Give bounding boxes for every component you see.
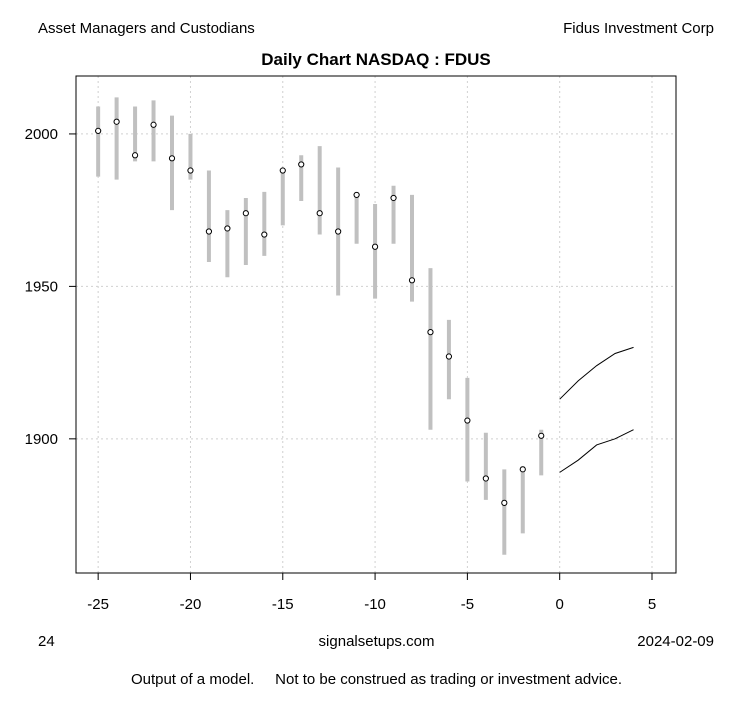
close-point bbox=[298, 161, 305, 168]
y-tick-label: 1900 bbox=[25, 431, 58, 448]
close-point bbox=[464, 417, 471, 424]
header-company: Fidus Investment Corp bbox=[563, 20, 714, 37]
close-point bbox=[113, 118, 120, 125]
close-point bbox=[335, 228, 342, 235]
close-point bbox=[353, 191, 360, 199]
close-point bbox=[371, 243, 379, 250]
close-point bbox=[408, 277, 416, 284]
close-point bbox=[482, 475, 489, 482]
close-point bbox=[538, 432, 545, 439]
close-point bbox=[316, 210, 323, 217]
close-point bbox=[131, 152, 139, 159]
marks bbox=[95, 97, 634, 555]
close-point bbox=[390, 194, 397, 202]
chart-title: Daily Chart NASDAQ : FDUS bbox=[261, 50, 491, 69]
forecast-lower-line bbox=[559, 429, 634, 473]
x-tick-label: -20 bbox=[180, 596, 202, 613]
close-point bbox=[168, 155, 176, 162]
y-tick-label: 2000 bbox=[25, 126, 58, 143]
close-point bbox=[150, 121, 157, 128]
header-sector: Asset Managers and Custodians bbox=[38, 20, 255, 37]
grid bbox=[76, 76, 676, 573]
axes: -25 -20 -15 -10 -5 0 5 1900 1950 2000 bbox=[25, 126, 657, 613]
close-point bbox=[261, 231, 268, 238]
y-tick-label: 1950 bbox=[25, 278, 58, 295]
forecast-upper-line bbox=[559, 346, 634, 400]
close-point bbox=[427, 329, 434, 336]
footer-date: 2024-02-09 bbox=[637, 633, 714, 650]
close-point bbox=[224, 225, 231, 232]
close-point bbox=[205, 228, 213, 235]
close-point bbox=[279, 167, 286, 174]
footer-count: 24 bbox=[38, 633, 55, 650]
close-point bbox=[519, 466, 526, 473]
x-tick-label: -10 bbox=[364, 596, 386, 613]
x-tick-label: 5 bbox=[648, 596, 656, 613]
footer-disclaimer: Output of a model. Not to be construed a… bbox=[130, 671, 623, 688]
x-tick-label: 0 bbox=[556, 596, 564, 613]
close-point bbox=[242, 210, 249, 217]
close-point bbox=[95, 127, 102, 134]
close-point bbox=[501, 499, 508, 506]
close-point bbox=[445, 353, 453, 360]
plot-frame bbox=[75, 75, 677, 574]
x-tick-label: -25 bbox=[87, 596, 109, 613]
close-point bbox=[187, 167, 194, 174]
x-tick-label: -15 bbox=[272, 596, 294, 613]
footer-site: signalsetups.com bbox=[318, 633, 435, 650]
x-tick-label: -5 bbox=[461, 596, 474, 613]
